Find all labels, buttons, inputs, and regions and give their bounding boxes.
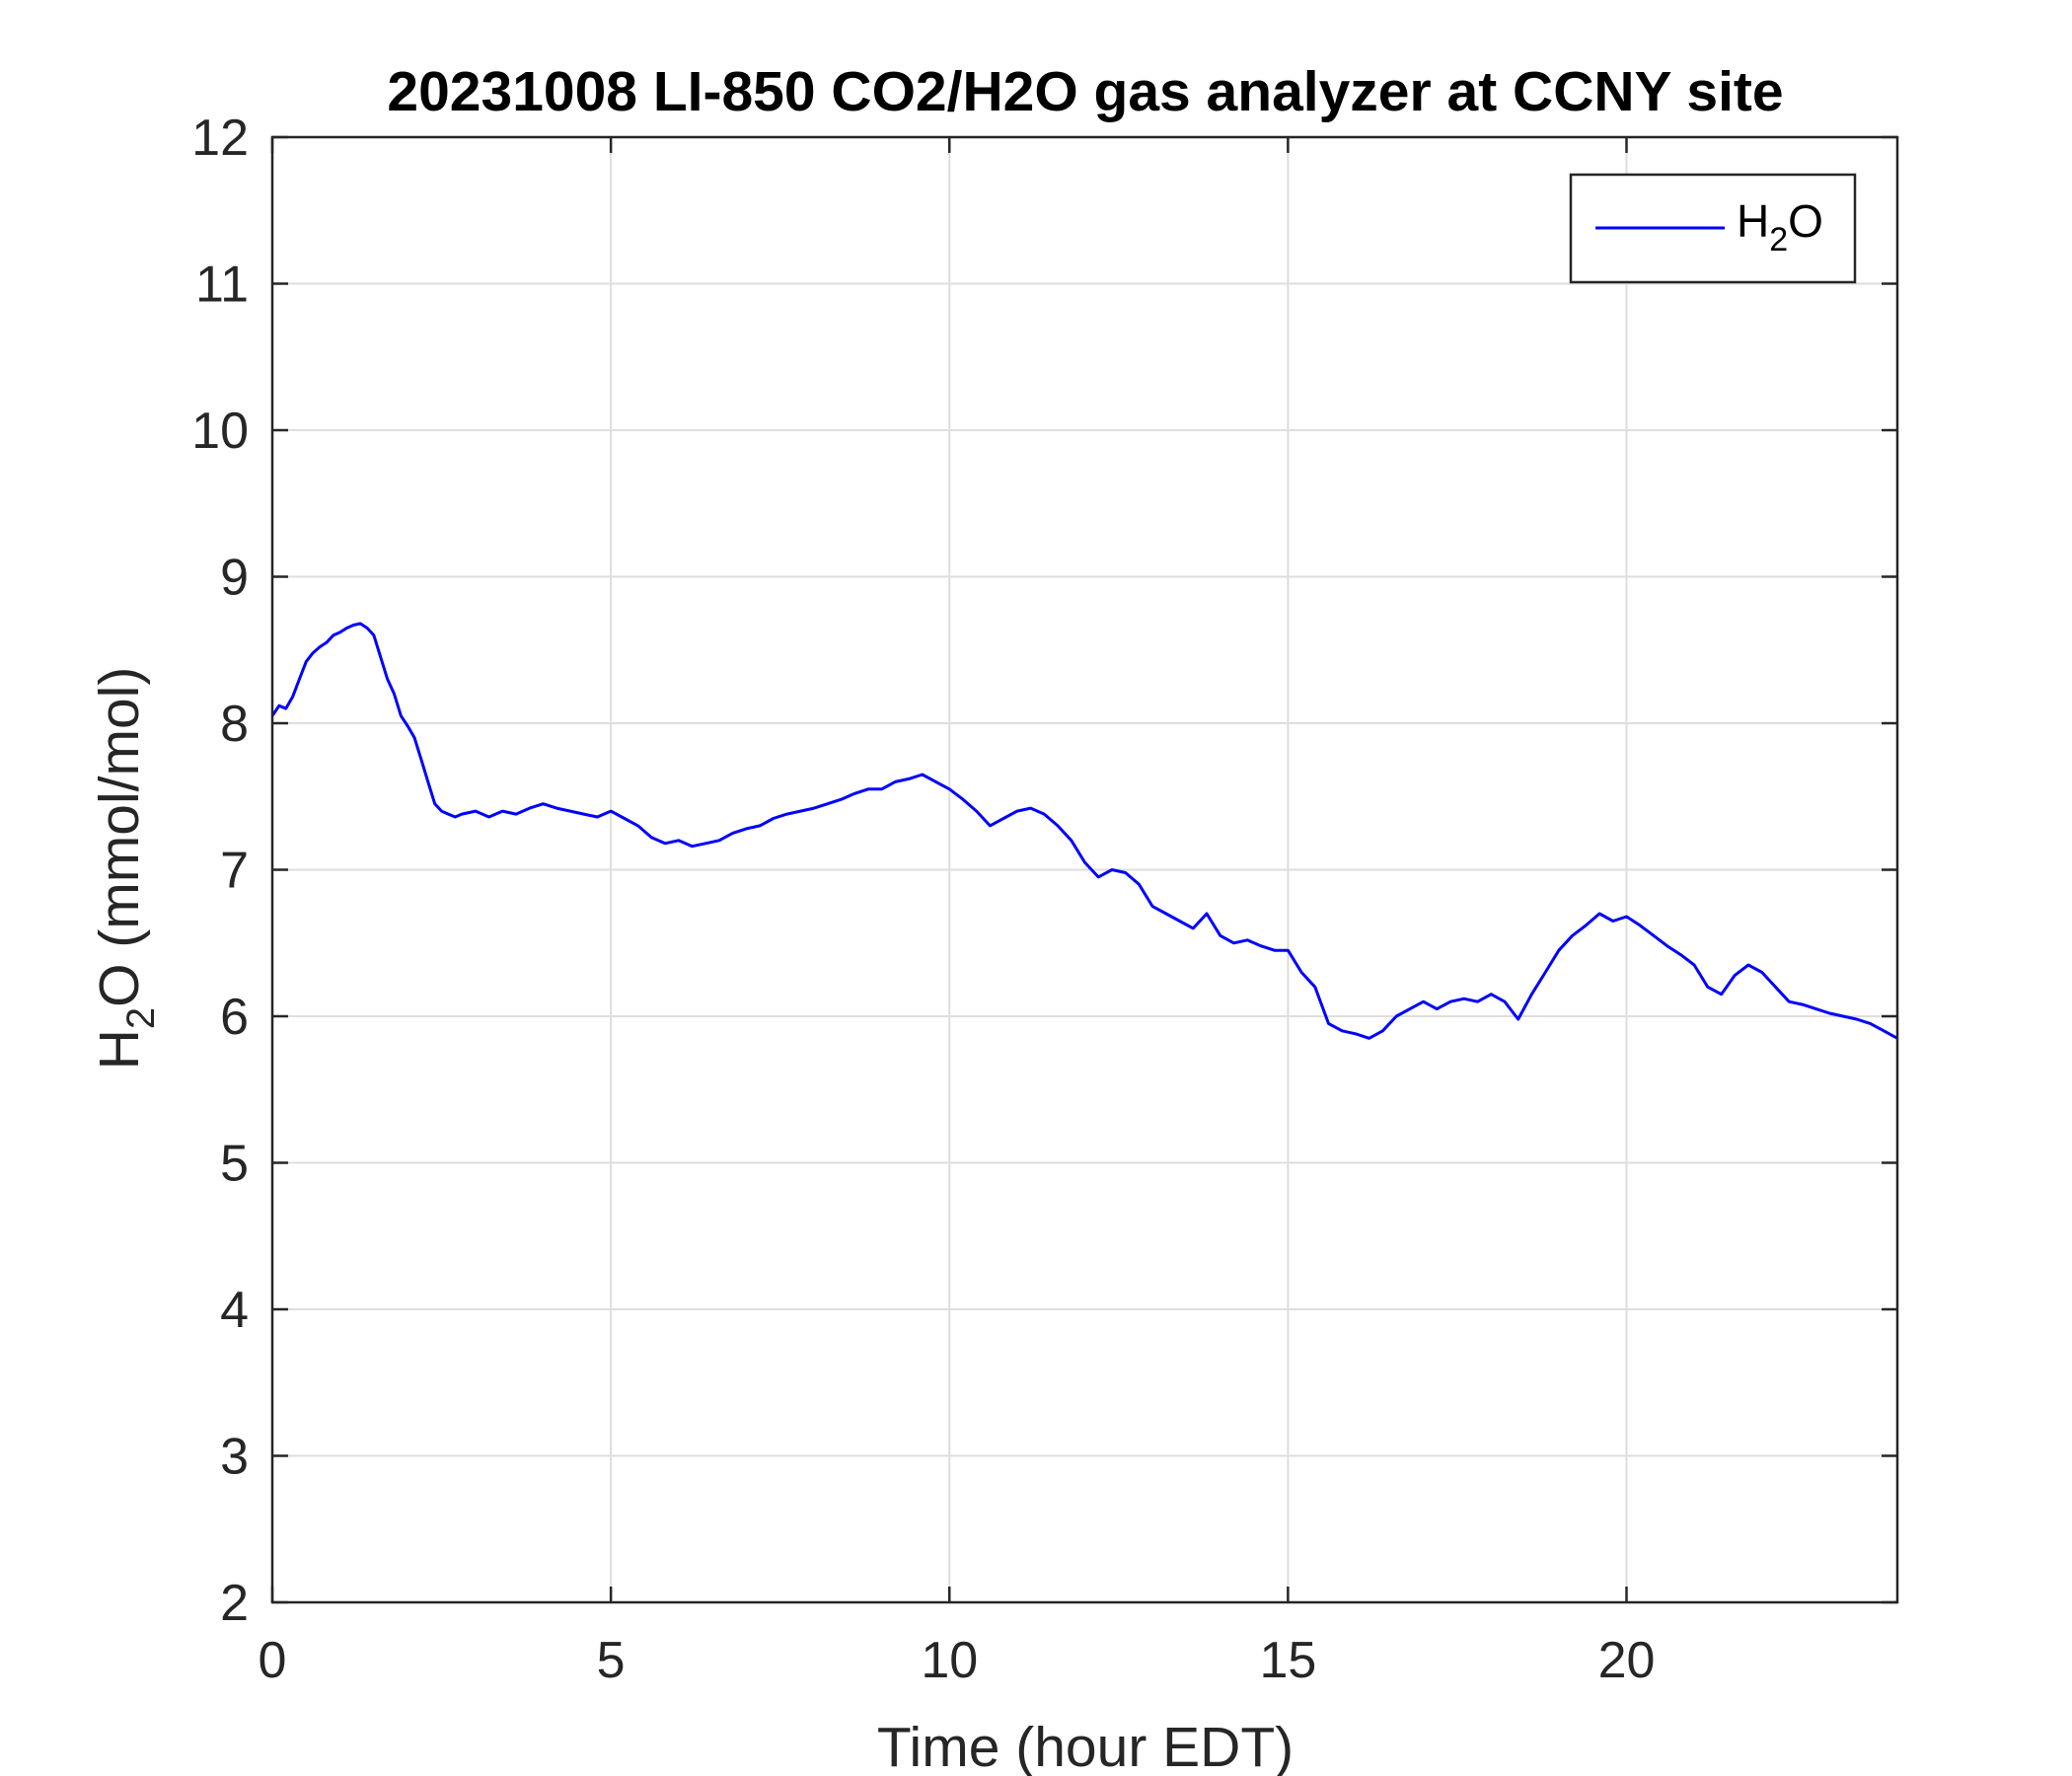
y-axis-ticks: 2 3 4 5 6 7 8 9 10 11 12 [191,110,1897,1632]
y-tick-label: 4 [220,1282,249,1339]
x-axis-label: Time (hour EDT) [877,1716,1294,1776]
y-tick-label: 11 [195,257,249,314]
y-axis-label-rest: O (mmol/mol) [88,667,151,1007]
y-tick-label: 10 [191,403,249,460]
y-tick-label: 9 [220,550,249,607]
grid [271,136,1897,1603]
y-tick-label: 8 [220,696,249,753]
x-axis-ticks: 0 5 10 15 20 [259,137,1656,1689]
x-tick-label: 5 [597,1632,626,1689]
series-line-h2o [270,622,1898,1040]
x-tick-label: 0 [259,1632,287,1689]
y-tick-label: 5 [220,1136,249,1193]
legend: H2O [1569,173,1857,284]
y-tick-label: 6 [220,989,249,1046]
plot-line-group [270,622,1898,1040]
y-axis-label-main: H [88,1029,151,1070]
y-tick-label: 2 [220,1575,249,1632]
x-tick-label: 20 [1598,1632,1656,1689]
y-tick-label: 12 [191,110,249,167]
y-tick-label: 3 [220,1429,249,1486]
y-axis-label: H2O (mmol/mol) [88,667,163,1071]
legend-label-sub: 2 [1769,221,1788,259]
y-tick-label: 7 [220,843,249,900]
x-tick-label: 10 [921,1632,978,1689]
legend-entry-h2o: H2O [1737,195,1823,259]
legend-label-main: H [1737,195,1769,247]
y-axis-label-sub: 2 [119,1007,163,1029]
chart-title: 20231008 LI-850 CO2/H2O gas analyzer at … [387,60,1783,123]
legend-label-rest: O [1788,195,1823,247]
x-tick-label: 15 [1259,1632,1316,1689]
